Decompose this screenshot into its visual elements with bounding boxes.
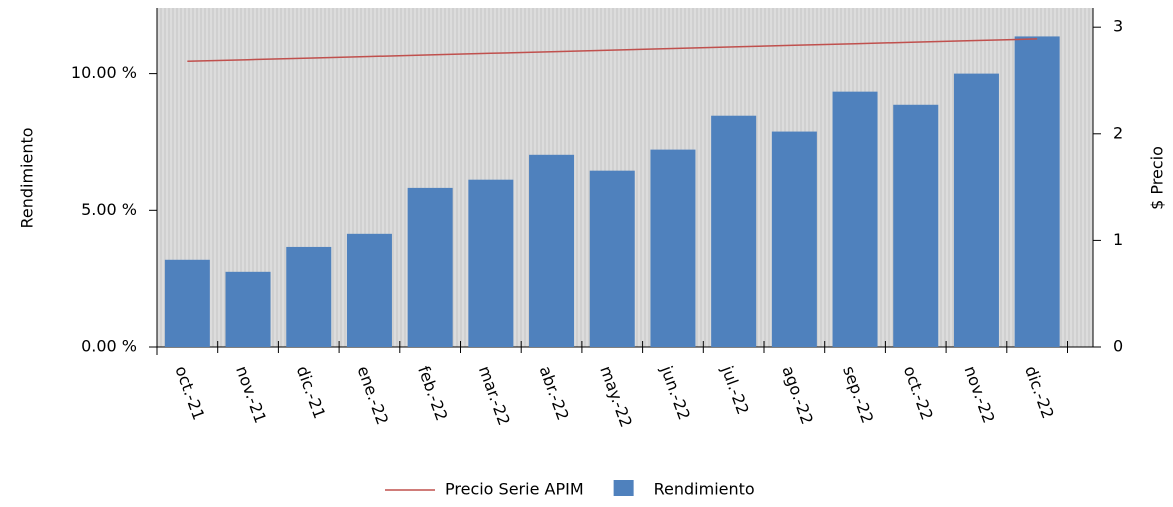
bar (832, 91, 878, 347)
y2-axis-title: $ Precio (1148, 146, 1167, 210)
y2-tick-label: 1 (1113, 230, 1123, 249)
bar (468, 179, 514, 347)
y2-tick-label: 3 (1113, 17, 1123, 36)
bar (711, 115, 757, 348)
y-tick-label: 0.00 % (81, 337, 137, 356)
legend-label: Rendimiento (654, 480, 755, 499)
bar (225, 271, 271, 347)
x-tick-label: dic.-21 (293, 363, 330, 421)
y2-tick-label: 2 (1113, 123, 1123, 142)
legend-label: Precio Serie APIM (445, 480, 584, 499)
x-tick-label: mar.-22 (475, 363, 514, 427)
x-tick-label: oct.-21 (171, 363, 208, 422)
line (187, 38, 1038, 63)
bar (771, 131, 817, 347)
bar (407, 187, 453, 347)
legend-swatch (613, 480, 634, 496)
bar (1014, 36, 1060, 348)
y-tick-label: 5.00 % (81, 200, 137, 219)
x-tick-label: abr.-22 (536, 363, 573, 422)
bar (529, 154, 575, 347)
bar (893, 104, 939, 348)
y2-tick-label: 0 (1113, 337, 1123, 356)
x-tick-label: oct.-22 (900, 363, 937, 422)
bar (286, 246, 332, 347)
bar (953, 73, 999, 347)
bar (589, 170, 635, 347)
y-tick-label: 10.00 % (71, 63, 137, 82)
x-tick-label: jul.-22 (717, 362, 752, 417)
x-tick-label: may.-22 (596, 363, 636, 429)
bar (164, 259, 210, 347)
x-tick-label: feb.-22 (414, 363, 451, 423)
bar (650, 149, 696, 347)
x-tick-label: ene.-22 (353, 363, 392, 427)
x-tick-label: nov.-22 (960, 363, 998, 425)
x-tick-label: nov.-21 (232, 363, 270, 425)
bar (346, 233, 392, 347)
y-axis-title: Rendimiento (18, 127, 37, 228)
x-tick-label: ago.-22 (778, 363, 817, 427)
x-tick-label: jun.-22 (657, 362, 694, 422)
x-tick-label: sep.-22 (839, 363, 877, 425)
x-tick-label: dic.-22 (1021, 363, 1058, 421)
